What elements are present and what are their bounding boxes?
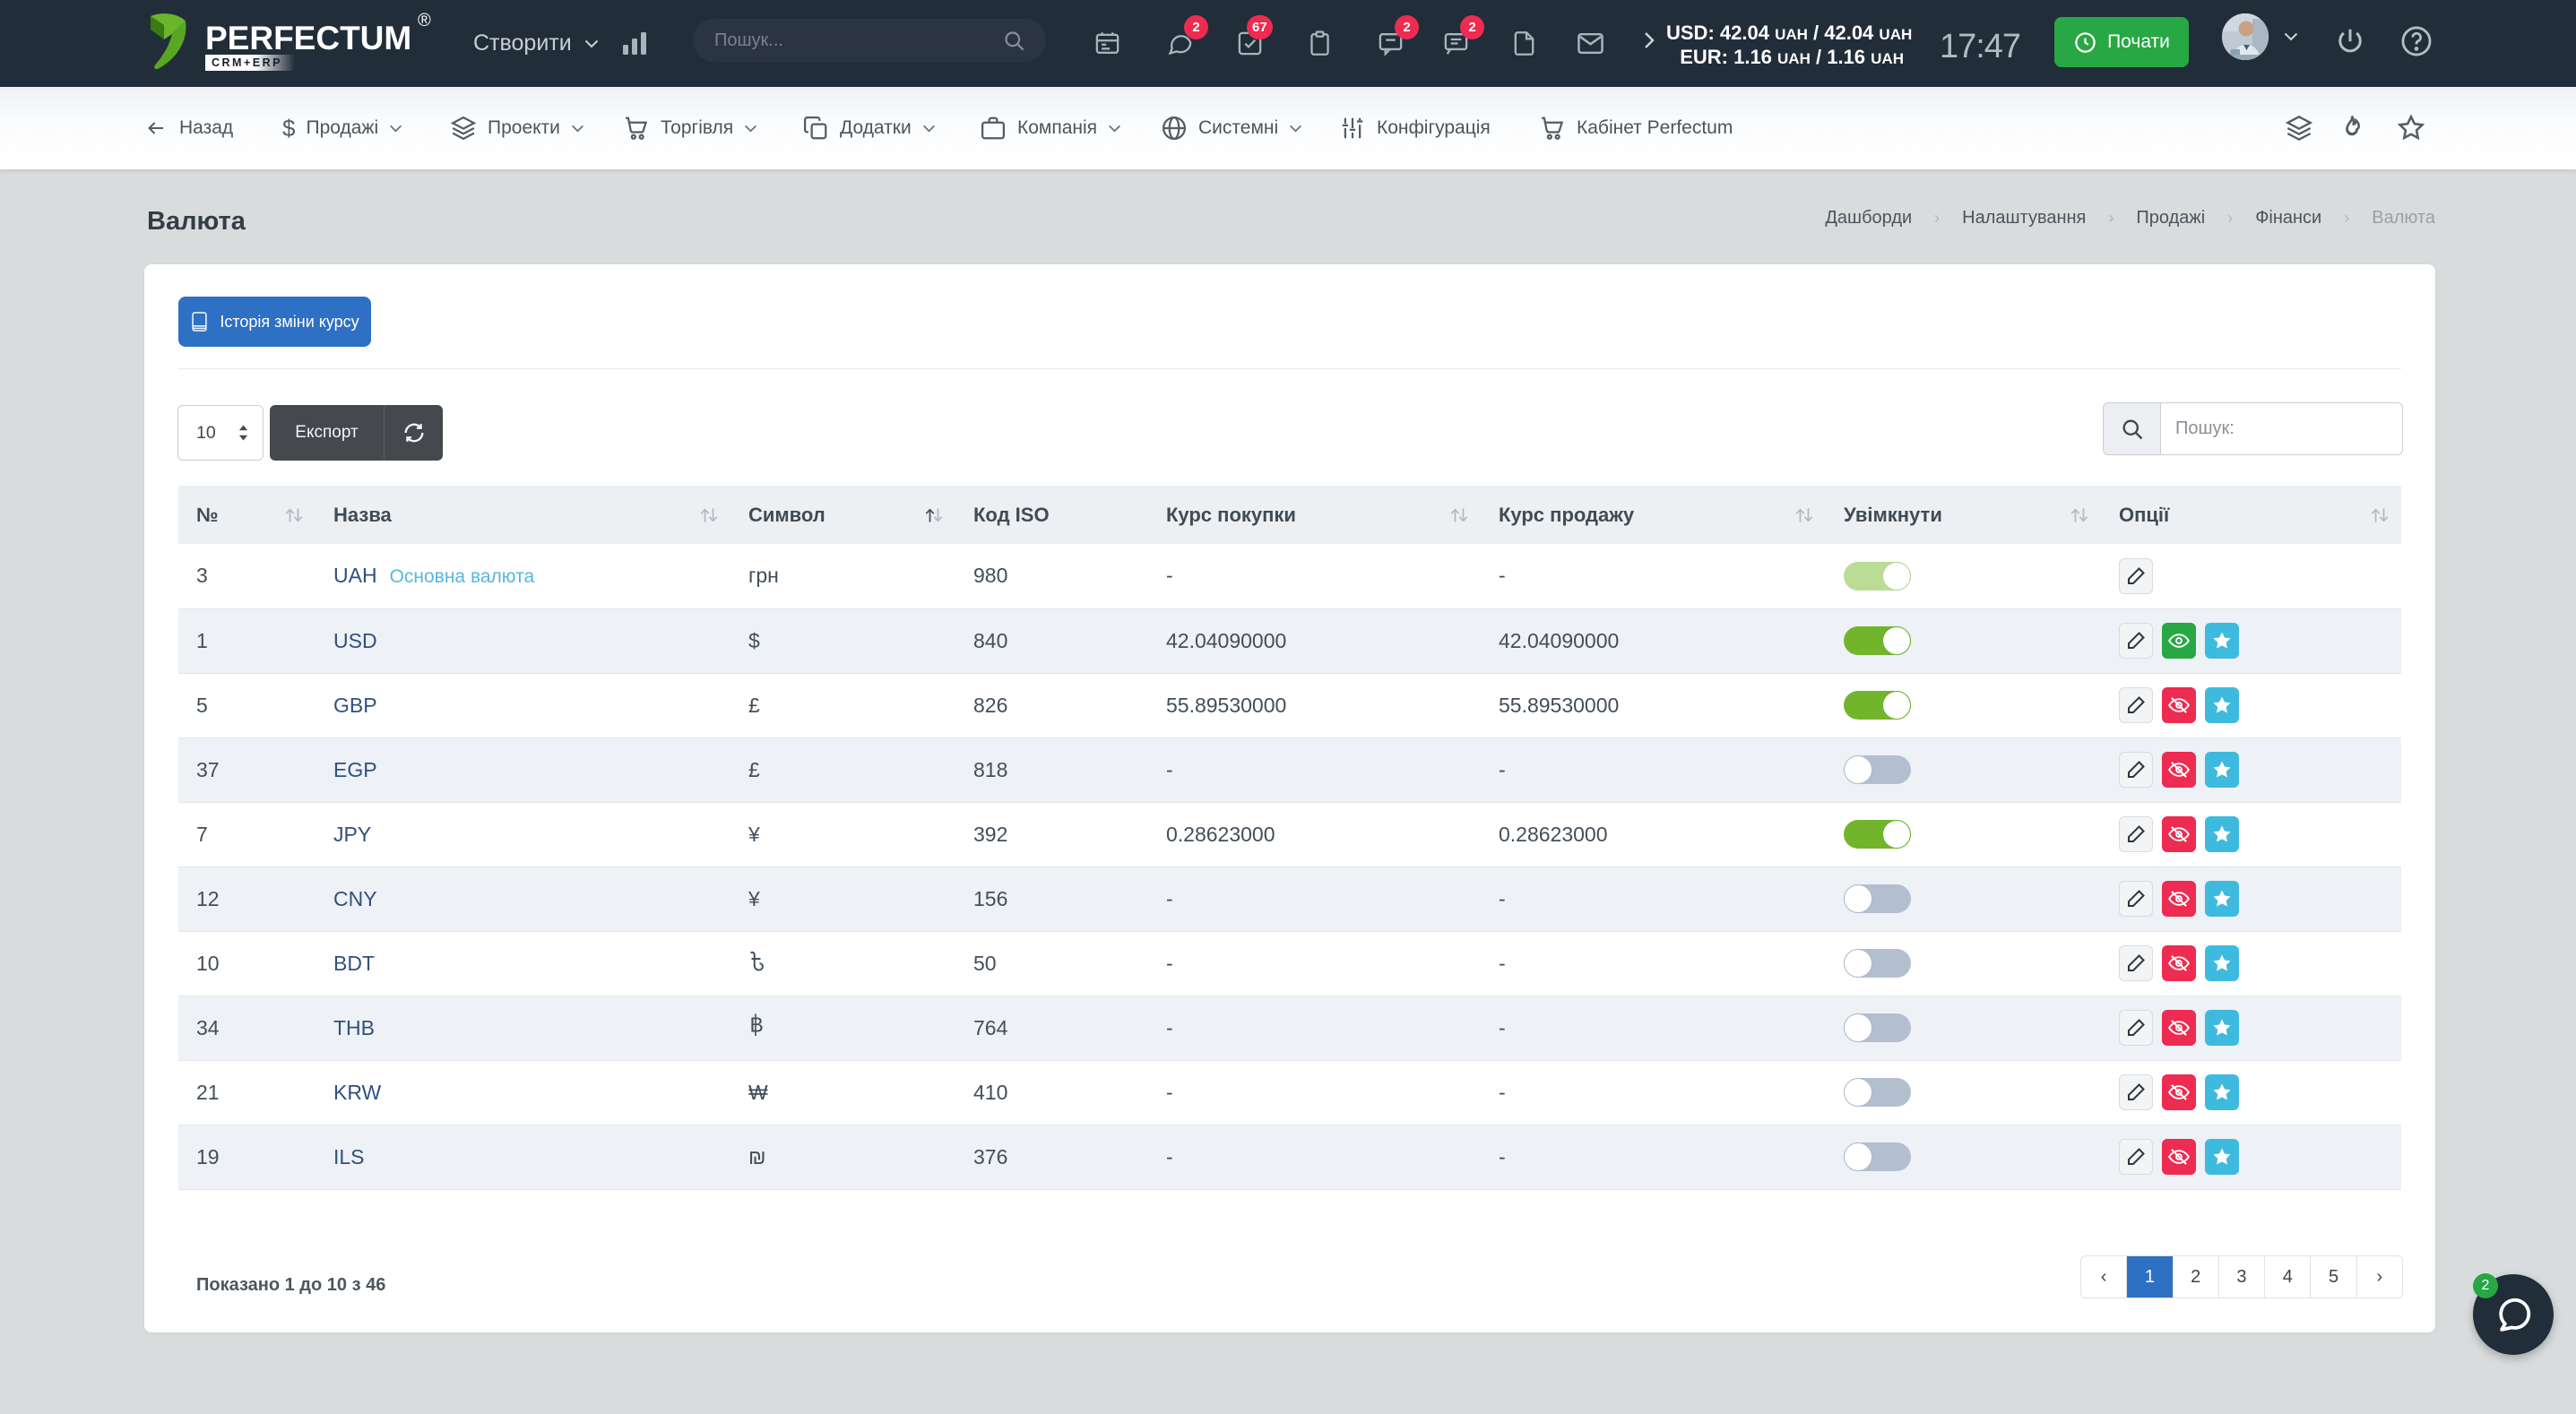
svg-text:B: B bbox=[750, 1013, 764, 1037]
